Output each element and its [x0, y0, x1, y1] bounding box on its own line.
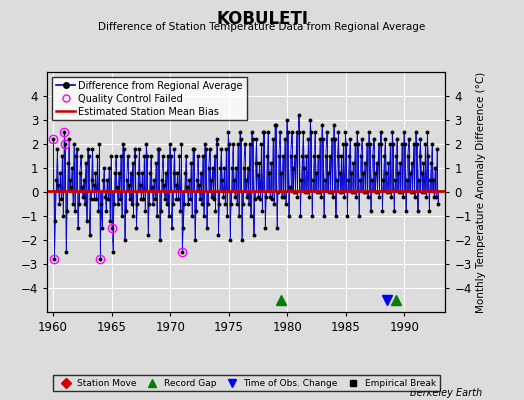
Y-axis label: Monthly Temperature Anomaly Difference (°C): Monthly Temperature Anomaly Difference (… [476, 71, 486, 313]
Text: Berkeley Earth: Berkeley Earth [410, 388, 482, 398]
Text: Difference of Station Temperature Data from Regional Average: Difference of Station Temperature Data f… [99, 22, 425, 32]
Legend: Difference from Regional Average, Quality Control Failed, Estimated Station Mean: Difference from Regional Average, Qualit… [52, 77, 247, 120]
Legend: Station Move, Record Gap, Time of Obs. Change, Empirical Break: Station Move, Record Gap, Time of Obs. C… [53, 375, 440, 392]
Text: KOBULETI: KOBULETI [216, 10, 308, 28]
